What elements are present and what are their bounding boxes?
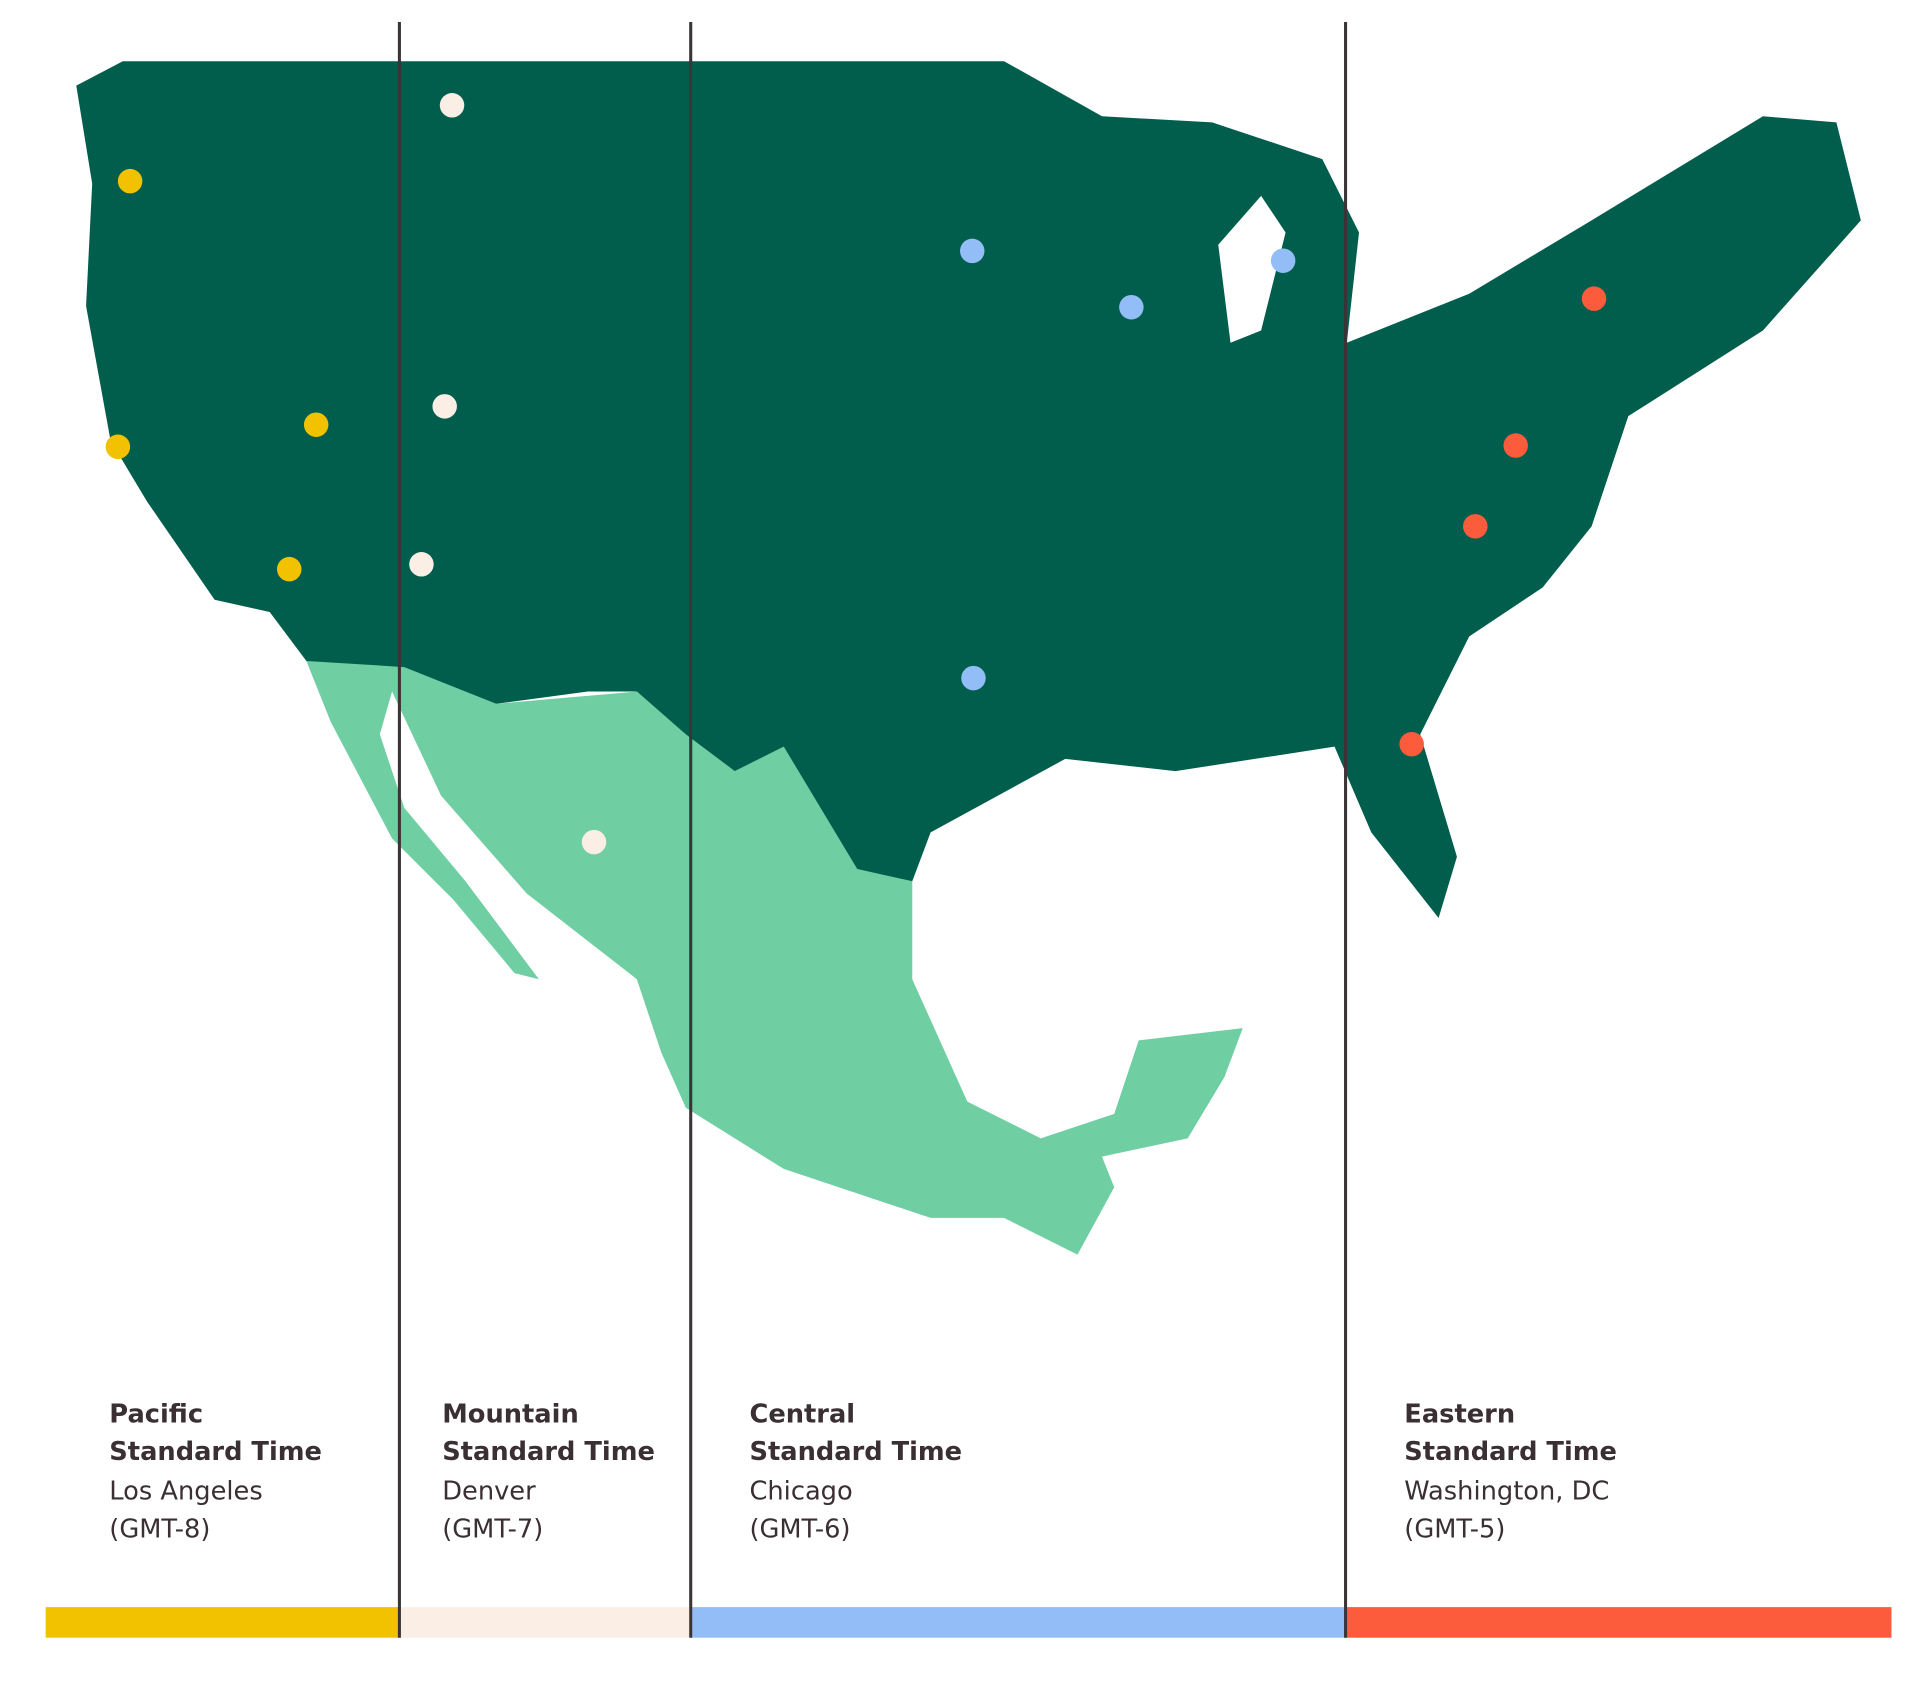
city-dot: [277, 556, 302, 582]
zone-name: Eastern: [1404, 1399, 1515, 1429]
city-dot: [581, 829, 607, 855]
united-states: [76, 61, 1861, 918]
zone-offset: (GMT-6): [749, 1514, 850, 1544]
city-dot: [1503, 433, 1528, 458]
city-dot: [961, 665, 986, 691]
zone-city: Denver: [442, 1476, 536, 1506]
zone-bar: [45, 1607, 400, 1638]
lake: [1218, 195, 1286, 343]
zone-offset: (GMT-7): [442, 1514, 543, 1544]
city-dot: [1399, 731, 1424, 757]
zone-city: Chicago: [749, 1476, 852, 1506]
city-dot: [1270, 248, 1296, 273]
mexico: [306, 660, 1243, 1255]
zone-offset: (GMT-8): [109, 1514, 210, 1544]
zone-name: Central: [749, 1399, 855, 1429]
zone-label: Standard Time: [109, 1437, 322, 1467]
zone-bar: [399, 1607, 691, 1638]
zone-name: Pacific: [109, 1399, 203, 1429]
zone-offset: (GMT-5): [1404, 1514, 1505, 1544]
zone-city: Washington, DC: [1404, 1476, 1609, 1506]
zone-bar: [690, 1607, 1346, 1638]
zone-city: Los Angeles: [109, 1476, 262, 1506]
city-dot: [303, 412, 329, 437]
zone-bar: [1345, 1607, 1892, 1638]
city-dot: [117, 168, 143, 194]
zone-label: Standard Time: [1404, 1437, 1617, 1467]
city-dot: [105, 434, 131, 459]
zone-name: Mountain: [442, 1399, 579, 1429]
city-dot: [960, 238, 985, 264]
zone-label: Standard Time: [749, 1437, 962, 1467]
city-dot: [1581, 286, 1607, 311]
city-dot: [409, 552, 434, 577]
zone-label: Standard Time: [442, 1437, 655, 1467]
city-dot: [439, 93, 465, 118]
city-dot: [1119, 294, 1144, 320]
city-dot: [432, 394, 457, 419]
city-dot: [1463, 514, 1488, 539]
